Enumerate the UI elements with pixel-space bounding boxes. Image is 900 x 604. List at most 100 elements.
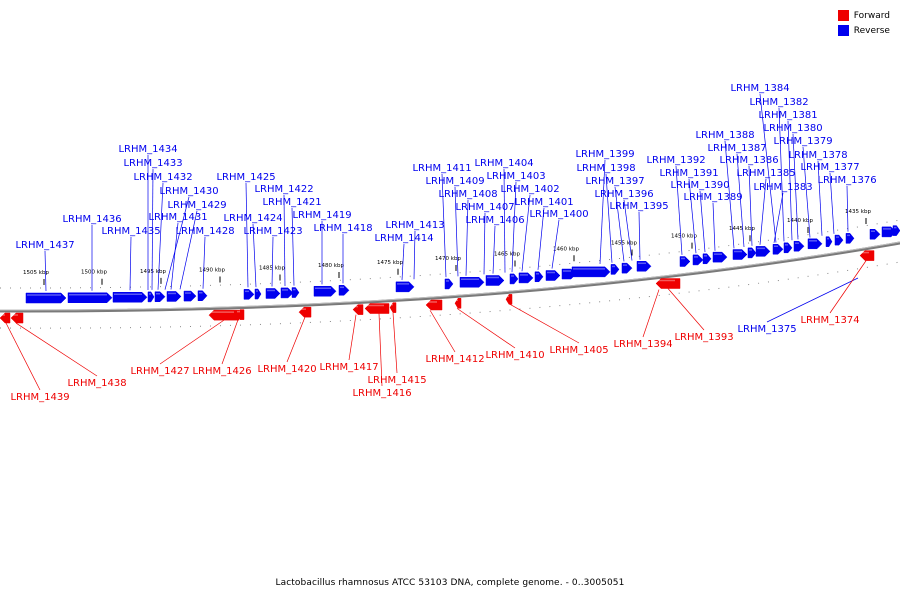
reverse-gene-arrow[interactable] xyxy=(291,287,300,298)
reverse-gene-arrow[interactable] xyxy=(755,246,771,257)
gene-label[interactable]: LRHM_1404 xyxy=(474,158,533,169)
gene-label[interactable]: LRHM_1415 xyxy=(367,375,426,386)
reverse-gene-arrow[interactable] xyxy=(459,277,485,288)
gene-label[interactable]: LRHM_1405 xyxy=(549,345,608,356)
gene-label[interactable]: LRHM_1428 xyxy=(175,226,234,237)
forward-gene-arrow[interactable] xyxy=(859,250,875,261)
forward-gene-arrow[interactable] xyxy=(425,299,443,311)
gene-label[interactable]: LRHM_1402 xyxy=(500,184,559,195)
forward-gene-arrow[interactable] xyxy=(389,302,397,313)
gene-label[interactable]: LRHM_1409 xyxy=(425,176,484,187)
reverse-gene-arrow[interactable] xyxy=(485,275,505,286)
gene-label[interactable]: LRHM_1433 xyxy=(123,158,182,169)
gene-label[interactable]: LRHM_1419 xyxy=(292,210,351,221)
gene-label[interactable]: LRHM_1398 xyxy=(576,163,635,174)
gene-label[interactable]: LRHM_1416 xyxy=(352,388,411,399)
gene-label[interactable]: LRHM_1436 xyxy=(62,214,121,225)
reverse-gene-arrow[interactable] xyxy=(166,291,182,302)
reverse-gene-arrow[interactable] xyxy=(793,240,805,252)
reverse-gene-arrow[interactable] xyxy=(702,253,712,265)
gene-label[interactable]: LRHM_1439 xyxy=(10,392,69,403)
reverse-gene-arrow[interactable] xyxy=(825,236,833,247)
gene-label[interactable]: LRHM_1391 xyxy=(659,168,718,179)
legend-forward[interactable]: Forward xyxy=(837,8,890,23)
reverse-gene-arrow[interactable] xyxy=(571,266,611,278)
gene-label[interactable]: LRHM_1389 xyxy=(683,192,742,203)
forward-gene-arrow[interactable] xyxy=(0,312,11,324)
gene-label[interactable]: LRHM_1424 xyxy=(223,213,282,224)
forward-gene-arrow[interactable] xyxy=(364,303,390,314)
gene-label[interactable]: LRHM_1423 xyxy=(243,226,302,237)
reverse-gene-arrow[interactable] xyxy=(869,229,881,240)
gene-label[interactable]: LRHM_1401 xyxy=(514,197,573,208)
reverse-gene-arrow[interactable] xyxy=(280,287,294,299)
reverse-gene-arrow[interactable] xyxy=(712,251,728,263)
reverse-gene-arrow[interactable] xyxy=(807,238,823,250)
gene-label[interactable]: LRHM_1386 xyxy=(719,155,778,166)
gene-label[interactable]: LRHM_1394 xyxy=(613,339,672,350)
gene-label[interactable]: LRHM_1437 xyxy=(15,240,74,251)
gene-label[interactable]: LRHM_1410 xyxy=(485,350,544,361)
gene-label[interactable]: LRHM_1407 xyxy=(455,202,514,213)
gene-label[interactable]: LRHM_1422 xyxy=(254,184,313,195)
gene-label[interactable]: LRHM_1377 xyxy=(800,162,859,173)
reverse-gene-arrow[interactable] xyxy=(534,271,544,283)
reverse-gene-arrow[interactable] xyxy=(25,292,67,304)
reverse-gene-arrow[interactable] xyxy=(679,256,691,267)
gene-label[interactable]: LRHM_1427 xyxy=(130,366,189,377)
gene-label[interactable]: LRHM_1411 xyxy=(412,163,471,174)
reverse-gene-arrow[interactable] xyxy=(338,285,350,296)
forward-gene-arrow[interactable] xyxy=(454,298,462,309)
reverse-gene-arrow[interactable] xyxy=(254,288,262,300)
gene-label[interactable]: LRHM_1421 xyxy=(262,197,321,208)
reverse-gene-arrow[interactable] xyxy=(692,254,704,266)
gene-label[interactable]: LRHM_1412 xyxy=(425,354,484,365)
gene-label[interactable]: LRHM_1425 xyxy=(216,172,275,183)
forward-gene-arrow[interactable] xyxy=(208,309,240,321)
gene-label[interactable]: LRHM_1390 xyxy=(670,180,729,191)
forward-gene-arrow[interactable] xyxy=(298,306,312,318)
reverse-gene-arrow[interactable] xyxy=(834,234,844,246)
reverse-gene-arrow[interactable] xyxy=(183,290,197,302)
gene-label[interactable]: LRHM_1384 xyxy=(730,83,789,94)
gene-label[interactable]: LRHM_1375 xyxy=(737,324,796,335)
reverse-gene-arrow[interactable] xyxy=(265,288,281,299)
reverse-gene-arrow[interactable] xyxy=(732,249,748,260)
gene-label[interactable]: LRHM_1376 xyxy=(817,175,876,186)
gene-label[interactable]: LRHM_1429 xyxy=(167,200,226,211)
reverse-gene-arrow[interactable] xyxy=(67,292,113,303)
gene-label[interactable]: LRHM_1374 xyxy=(800,315,859,326)
gene-label[interactable]: LRHM_1396 xyxy=(594,189,653,200)
gene-label[interactable]: LRHM_1392 xyxy=(646,155,705,166)
forward-gene-arrow[interactable] xyxy=(235,309,245,320)
gene-label[interactable]: LRHM_1432 xyxy=(133,172,192,183)
gene-label[interactable]: LRHM_1420 xyxy=(257,364,316,375)
gene-label[interactable]: LRHM_1406 xyxy=(465,215,524,226)
gene-label[interactable]: LRHM_1395 xyxy=(609,201,668,212)
gene-label[interactable]: LRHM_1431 xyxy=(148,212,207,223)
gene-label[interactable]: LRHM_1378 xyxy=(788,150,847,161)
reverse-gene-arrow[interactable] xyxy=(197,290,208,301)
reverse-gene-arrow[interactable] xyxy=(395,281,415,293)
reverse-gene-arrow[interactable] xyxy=(783,242,793,254)
gene-label[interactable]: LRHM_1417 xyxy=(319,362,378,373)
gene-label[interactable]: LRHM_1382 xyxy=(749,97,808,108)
gene-label[interactable]: LRHM_1400 xyxy=(529,209,588,220)
gene-label[interactable]: LRHM_1434 xyxy=(118,144,177,155)
reverse-gene-arrow[interactable] xyxy=(147,291,155,303)
reverse-gene-arrow[interactable] xyxy=(772,244,784,255)
reverse-gene-arrow[interactable] xyxy=(509,273,519,285)
reverse-gene-arrow[interactable] xyxy=(747,247,757,259)
gene-label[interactable]: LRHM_1387 xyxy=(707,143,766,154)
gene-label[interactable]: LRHM_1418 xyxy=(313,223,372,234)
reverse-gene-arrow[interactable] xyxy=(636,261,652,272)
forward-gene-arrow[interactable] xyxy=(655,278,681,289)
reverse-gene-arrow[interactable] xyxy=(545,270,561,281)
gene-label[interactable]: LRHM_1388 xyxy=(695,130,754,141)
reverse-gene-arrow[interactable] xyxy=(892,225,900,236)
gene-label[interactable]: LRHM_1381 xyxy=(758,110,817,121)
reverse-gene-arrow[interactable] xyxy=(313,285,337,297)
reverse-gene-arrow[interactable] xyxy=(621,262,633,274)
gene-label[interactable]: LRHM_1435 xyxy=(101,226,160,237)
reverse-gene-arrow[interactable] xyxy=(444,278,454,290)
